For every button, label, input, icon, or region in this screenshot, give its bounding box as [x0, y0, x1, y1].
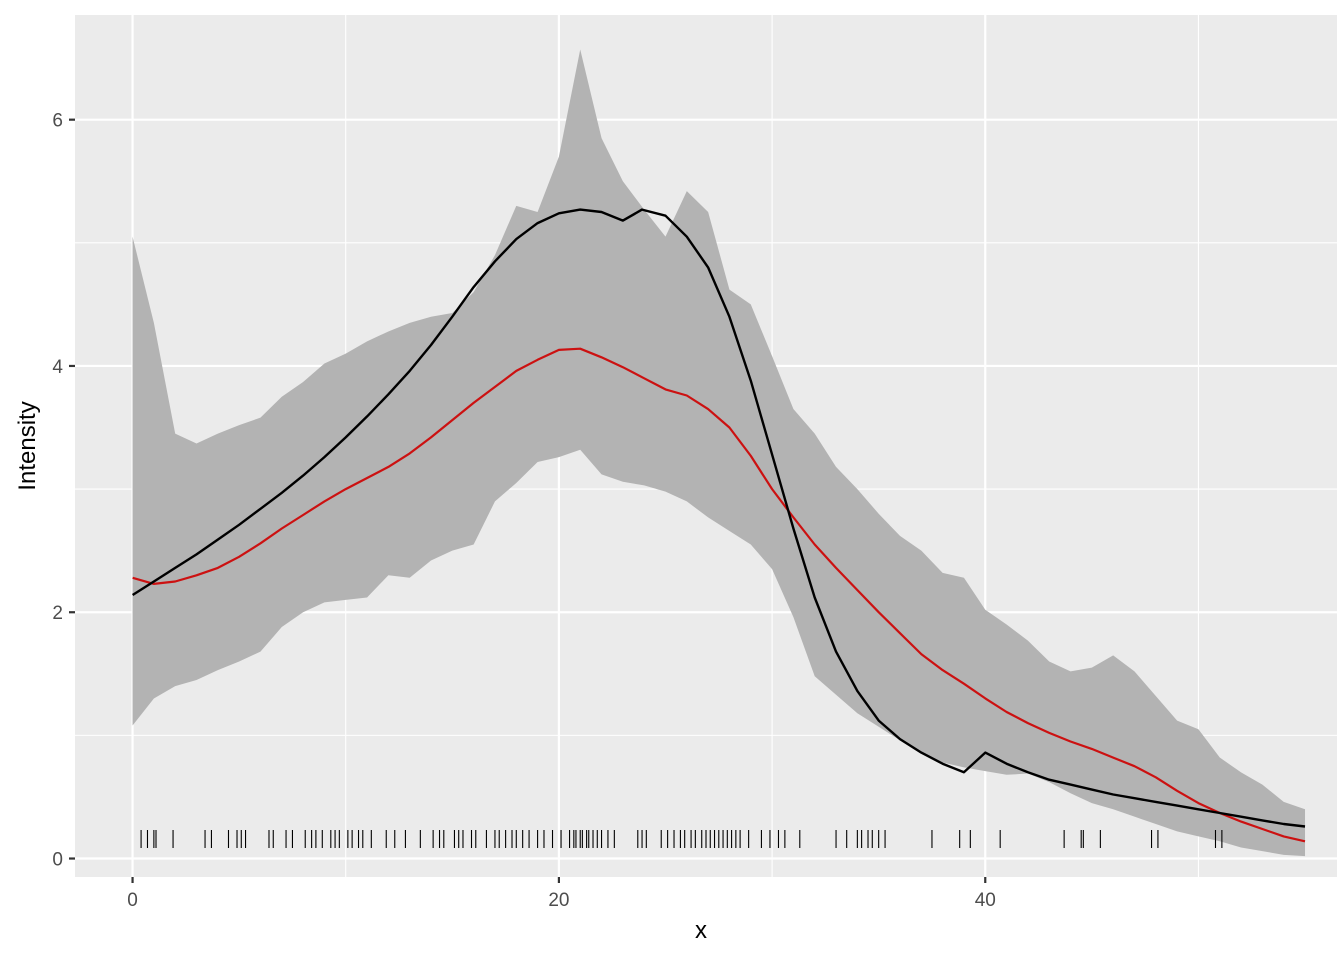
estimate-line [132, 347, 1306, 843]
x-tick-label-1: 20 [548, 890, 569, 911]
y-tick-label-0: 0 [52, 850, 63, 871]
x-axis-title: x [695, 917, 707, 944]
y-tick-label-3: 6 [52, 111, 63, 132]
y-tick-label-1: 2 [52, 603, 63, 624]
y-axis-title: Intensity [14, 401, 41, 490]
x-tick-label-2: 40 [975, 890, 996, 911]
rug-marks [140, 830, 1223, 848]
x-axis: 0 20 40 [127, 877, 996, 911]
y-axis: 0 2 4 6 [52, 111, 75, 871]
y-tick-label-2: 4 [52, 357, 63, 378]
confidence-band [132, 49, 1306, 857]
x-tick-label-0: 0 [127, 890, 138, 911]
true-intensity-line [131, 208, 1306, 828]
